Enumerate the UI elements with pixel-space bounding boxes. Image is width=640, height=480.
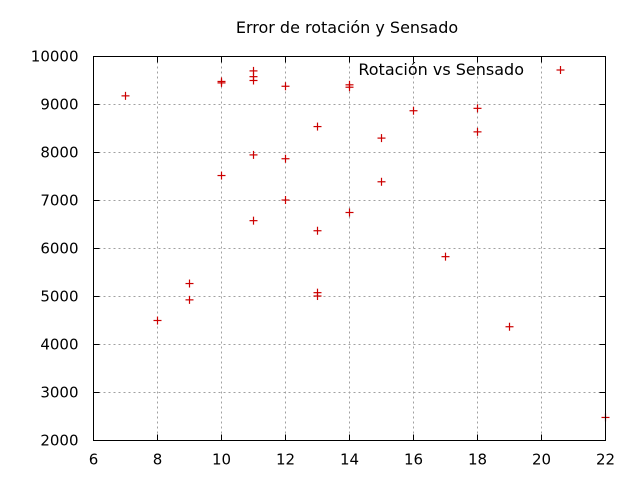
x-tick-label: 22 — [596, 451, 615, 469]
data-point — [281, 196, 290, 205]
x-tick-label: 12 — [276, 451, 295, 469]
y-tick-label: 5000 — [40, 288, 78, 306]
data-point — [249, 150, 258, 159]
grid-lines — [93, 56, 606, 441]
data-point — [473, 127, 482, 136]
y-tick-label: 10000 — [31, 48, 79, 66]
data-points — [121, 66, 610, 422]
y-tick-label: 9000 — [40, 96, 78, 114]
data-point — [121, 91, 130, 100]
x-tick-label: 6 — [89, 451, 99, 469]
legend: Rotación vs Sensado — [358, 60, 565, 79]
data-point — [313, 122, 322, 131]
y-tick-label: 2000 — [40, 432, 78, 450]
data-point — [217, 78, 226, 87]
data-point — [313, 292, 322, 301]
data-point — [153, 316, 162, 325]
data-point — [185, 279, 194, 288]
data-point — [281, 154, 290, 163]
x-tick-label: 18 — [468, 451, 487, 469]
data-point — [217, 171, 226, 180]
legend-marker — [556, 66, 565, 74]
x-tick-label: 8 — [153, 451, 163, 469]
data-point — [377, 134, 386, 143]
data-point — [377, 177, 386, 186]
data-point — [345, 208, 354, 217]
legend-label: Rotación vs Sensado — [358, 60, 524, 79]
y-tick-label: 3000 — [40, 384, 78, 402]
y-tick-label: 4000 — [40, 336, 78, 354]
tick-labels: 6 8 10 12 14 16 18 20 22 2000 3000 4000 5000 6000 7000… — [31, 48, 615, 469]
plot-area-border — [93, 56, 606, 441]
y-tick-label: 8000 — [40, 144, 78, 162]
data-point — [473, 104, 482, 113]
y-tick-label: 7000 — [40, 192, 78, 210]
x-tick-label: 16 — [404, 451, 423, 469]
chart-title: Error de rotación y Sensado — [236, 18, 458, 37]
data-point — [409, 106, 418, 115]
y-tick-label: 6000 — [40, 240, 78, 258]
x-tick-label: 20 — [532, 451, 551, 469]
data-point — [345, 83, 354, 92]
data-point — [249, 216, 258, 225]
data-point — [505, 322, 514, 331]
data-point — [249, 76, 258, 85]
legend-marker-symbol — [556, 66, 565, 74]
x-tick-label: 10 — [212, 451, 231, 469]
data-point — [441, 252, 450, 261]
x-tick-label: 14 — [340, 451, 359, 469]
data-point — [281, 82, 290, 91]
data-point — [313, 226, 322, 235]
data-point — [185, 295, 194, 304]
